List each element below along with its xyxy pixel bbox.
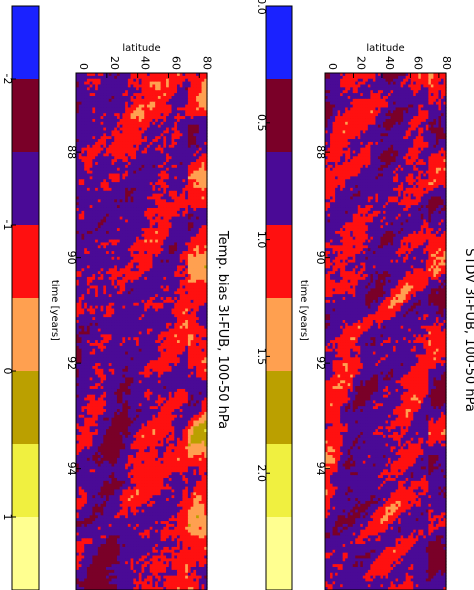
colorbar-segment — [266, 225, 292, 299]
colorbar-tick-label: 0.0 — [255, 0, 268, 15]
colorbar-segment — [266, 444, 292, 518]
colorbar-segment — [266, 517, 292, 590]
colorbar-segment — [266, 371, 292, 445]
colorbar-segment — [266, 79, 292, 153]
colorbar-segment — [266, 298, 292, 372]
colorbar-segment — [266, 6, 292, 80]
colorbar-segment — [266, 152, 292, 226]
panel-1: 0.00.51.01.52.00 20 40 60 80latitude88909294… — [255, 0, 474, 590]
